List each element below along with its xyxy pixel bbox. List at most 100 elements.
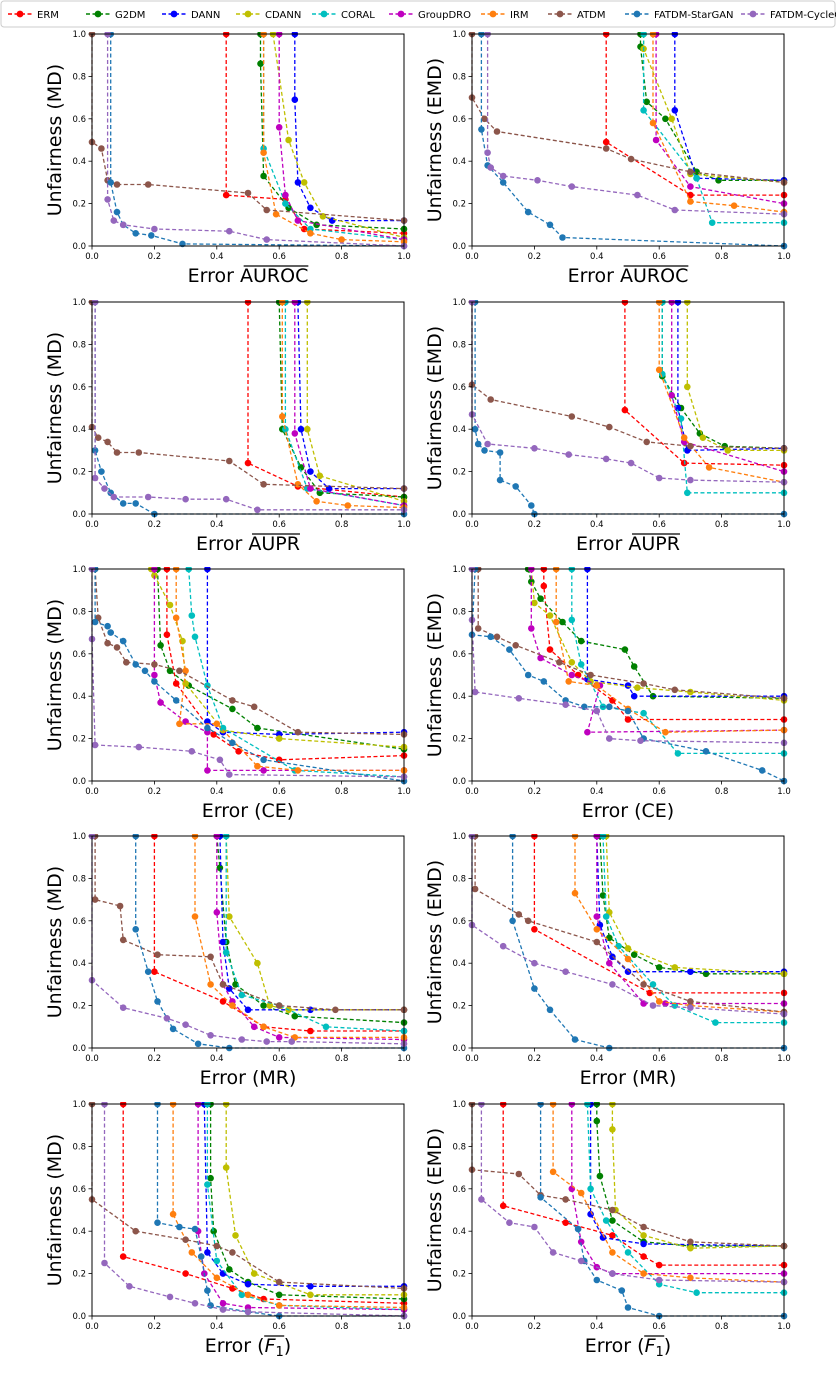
data-point bbox=[107, 629, 114, 636]
y-tick-label: 0.2 bbox=[72, 1270, 86, 1280]
legend-item-cdann: CDANN bbox=[236, 10, 301, 21]
data-point bbox=[104, 196, 111, 203]
data-point bbox=[275, 735, 283, 742]
series-irm bbox=[549, 1102, 788, 1286]
series-g2dm bbox=[524, 567, 788, 702]
x-tick-label: 0.6 bbox=[652, 1054, 666, 1064]
data-point bbox=[609, 981, 616, 988]
series-line bbox=[272, 33, 405, 239]
legend-label: GroupDRO bbox=[418, 10, 471, 21]
series-line bbox=[596, 1104, 784, 1247]
data-point bbox=[499, 942, 507, 950]
data-point bbox=[279, 300, 286, 306]
x-tick-label: 0.0 bbox=[85, 520, 99, 530]
data-point bbox=[257, 60, 264, 67]
data-point bbox=[297, 425, 305, 433]
x-tick-label: 0.4 bbox=[590, 252, 604, 262]
x-tick-label: 1.0 bbox=[397, 1322, 411, 1332]
series-g2dm bbox=[593, 1102, 788, 1250]
legend-marker bbox=[244, 10, 252, 18]
data-point bbox=[606, 423, 613, 431]
data-point bbox=[687, 198, 694, 205]
data-point bbox=[98, 468, 105, 475]
plot-area bbox=[468, 834, 788, 1052]
data-point bbox=[577, 1189, 585, 1197]
data-point bbox=[509, 917, 516, 925]
data-point bbox=[662, 115, 669, 123]
series-line bbox=[94, 302, 404, 511]
series-dann bbox=[593, 834, 788, 975]
y-tick-label: 0.0 bbox=[452, 242, 466, 252]
series-line bbox=[156, 1104, 404, 1317]
data-point bbox=[584, 567, 591, 573]
legend-label: ERM bbox=[37, 10, 59, 21]
x-axis-label: Error (CE) bbox=[582, 800, 674, 822]
data-point bbox=[593, 707, 601, 715]
data-point bbox=[272, 210, 280, 218]
y-tick-label: 0.2 bbox=[72, 735, 86, 745]
series-line bbox=[480, 1104, 785, 1283]
data-point bbox=[609, 1249, 616, 1256]
data-point bbox=[204, 1102, 211, 1108]
data-point bbox=[559, 234, 566, 241]
data-point bbox=[132, 926, 139, 933]
chart-panel-7: 0.00.0 0.2 0.2 0.4 0.4 0.6 0.6 0.8 0.8 1.0 1.0 Unfa… bbox=[44, 832, 411, 1089]
data-point bbox=[537, 595, 544, 602]
data-point bbox=[288, 1038, 296, 1045]
data-point bbox=[144, 493, 152, 501]
data-point bbox=[621, 300, 629, 306]
y-tick-label: 0.0 bbox=[72, 777, 86, 787]
series-erm bbox=[540, 567, 788, 723]
data-point bbox=[655, 1261, 663, 1269]
data-point bbox=[668, 300, 675, 306]
data-point bbox=[313, 221, 320, 229]
data-point bbox=[643, 98, 650, 106]
series-groupdro bbox=[668, 300, 788, 475]
data-point bbox=[624, 955, 632, 963]
data-point bbox=[609, 1206, 616, 1214]
data-point bbox=[219, 724, 227, 732]
legend-item-g2dm: G2DM bbox=[86, 10, 145, 21]
x-tick-label: 1.0 bbox=[777, 787, 791, 797]
series-line bbox=[471, 568, 785, 782]
series-line bbox=[674, 34, 785, 181]
data-point bbox=[587, 1210, 594, 1218]
y-tick-label: 1.0 bbox=[452, 298, 466, 308]
data-point bbox=[91, 741, 99, 749]
data-point bbox=[571, 834, 579, 840]
plot-frame bbox=[91, 301, 405, 515]
data-point bbox=[528, 567, 535, 573]
data-point bbox=[649, 119, 657, 127]
series-line bbox=[480, 34, 785, 247]
data-point bbox=[531, 445, 538, 452]
data-point bbox=[182, 1236, 189, 1243]
y-tick-label: 0.2 bbox=[452, 735, 466, 745]
series-line bbox=[471, 836, 785, 1015]
x-tick-label: 0.6 bbox=[652, 520, 666, 530]
y-tick-label: 0.4 bbox=[72, 1227, 86, 1237]
data-point bbox=[182, 667, 189, 675]
data-point bbox=[344, 502, 352, 509]
x-tick-label: 0.0 bbox=[465, 1054, 479, 1064]
data-point bbox=[338, 236, 345, 243]
data-point bbox=[119, 1004, 127, 1011]
data-point bbox=[602, 455, 610, 463]
data-point bbox=[634, 191, 641, 199]
data-point bbox=[263, 236, 271, 243]
x-tick-label: 0.2 bbox=[148, 787, 162, 797]
data-point bbox=[244, 459, 252, 467]
data-point bbox=[275, 1002, 283, 1009]
data-point bbox=[244, 300, 252, 306]
data-point bbox=[229, 705, 236, 713]
series-line bbox=[225, 1104, 404, 1296]
legend-label: CDANN bbox=[265, 10, 301, 21]
data-point bbox=[715, 177, 722, 184]
overline-symbol: F bbox=[645, 1335, 657, 1357]
series-line bbox=[474, 302, 784, 515]
chart-panel-4: 0.00.0 0.2 0.2 0.4 0.4 0.6 0.6 0.8 0.8 1.0 1.0 Unfa… bbox=[424, 298, 791, 555]
data-point bbox=[478, 32, 485, 38]
y-axis-label: Unfairness (MD) bbox=[44, 64, 66, 216]
x-axis-label: Error AUROC bbox=[568, 265, 689, 287]
series-line bbox=[294, 302, 405, 507]
x-tick-label: 0.6 bbox=[652, 787, 666, 797]
